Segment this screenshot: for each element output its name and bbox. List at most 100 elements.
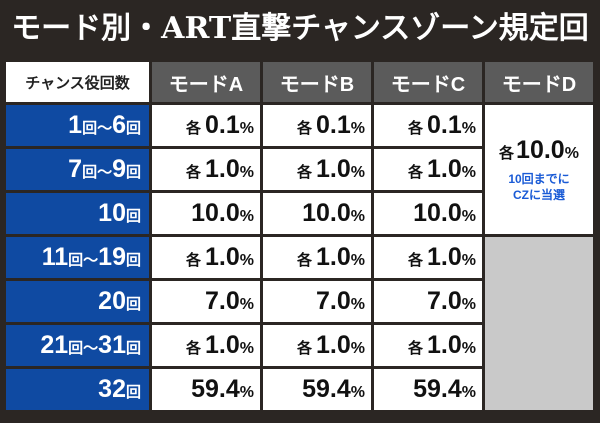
row-header: 1回〜6回 [6, 105, 149, 146]
percent-value: 10.0 [516, 136, 565, 164]
percent-sign: % [239, 120, 254, 137]
row-label-start: 7 [68, 155, 83, 183]
table-row: 1回〜6回 各 0.1% 各 0.1% 各 0.1% 各10.0% 10回までに CZ… [6, 105, 593, 234]
percent-sign: % [239, 384, 254, 401]
row-label-start: 11 [41, 243, 69, 271]
chance-zone-table: チャンス役回数 モードA モードB モードC モードD 1回〜6回 各 0.1% … [3, 59, 596, 413]
percent-value: 1.0 [205, 243, 240, 271]
percent-sign: % [239, 164, 254, 181]
each-label: 各 [296, 252, 312, 269]
mode-a-cell: 各 1.0% [152, 325, 260, 366]
mode-c-cell: 各 0.1% [374, 105, 482, 146]
mode-a-cell: 各 1.0% [152, 149, 260, 190]
corner-header: チャンス役回数 [6, 62, 149, 102]
percent-sign: % [350, 296, 365, 313]
percent-value: 1.0 [427, 243, 462, 271]
row-header: 11回〜19回 [6, 237, 149, 278]
row-label-suffix: 回 [125, 252, 141, 269]
mode-b-cell: 59.4% [263, 369, 371, 410]
percent-value: 7.0 [205, 287, 240, 315]
percent-sign: % [461, 120, 476, 137]
percent-sign: % [461, 252, 476, 269]
percent-sign: % [461, 164, 476, 181]
row-header: 20回 [6, 281, 149, 322]
mode-a-cell: 59.4% [152, 369, 260, 410]
each-label: 各 [407, 340, 423, 357]
percent-value: 7.0 [427, 287, 462, 315]
percent-value: 1.0 [316, 155, 351, 183]
percent-sign: % [350, 208, 365, 225]
row-label-suffix: 回 [125, 384, 141, 401]
table-row: 32回 59.4% 59.4% 59.4% [6, 369, 593, 410]
mode-a-cell: 各 1.0% [152, 237, 260, 278]
mode-c-cell: 10.0% [374, 193, 482, 234]
percent-value: 59.4 [302, 375, 351, 403]
row-label-suffix: 回 [125, 208, 141, 225]
row-label-end: 31 [98, 331, 126, 359]
each-label: 各 [407, 164, 423, 181]
percent-value: 10.0 [413, 199, 462, 227]
percent-sign: % [461, 208, 476, 225]
mode-a-cell: 各 0.1% [152, 105, 260, 146]
mode-d-value: 各10.0% [485, 136, 593, 165]
mode-c-cell: 各 1.0% [374, 325, 482, 366]
each-label: 各 [185, 252, 201, 269]
row-label-start: 21 [40, 331, 69, 359]
table-row: 7回〜9回 各 1.0% 各 1.0% 各 1.0% [6, 149, 593, 190]
row-label-suffix: 回 [125, 296, 141, 313]
mode-c-cell: 各 1.0% [374, 237, 482, 278]
row-label-suffix: 回 [125, 120, 141, 137]
percent-sign: % [239, 340, 254, 357]
row-label-sep: 回〜 [68, 340, 99, 357]
mode-b-header: モードB [263, 62, 371, 102]
percent-sign: % [350, 252, 365, 269]
mode-d-header: モードD [485, 62, 593, 102]
row-label-sep: 回〜 [82, 120, 113, 137]
percent-sign: % [239, 296, 254, 313]
mode-d-empty-cell [485, 237, 593, 410]
percent-value: 0.1 [316, 111, 351, 139]
table-row: 21回〜31回 各 1.0% 各 1.0% 各 1.0% [6, 325, 593, 366]
header-row: チャンス役回数 モードA モードB モードC モードD [6, 62, 593, 102]
percent-value: 10.0 [302, 199, 351, 227]
mode-c-cell: 59.4% [374, 369, 482, 410]
percent-sign: % [239, 252, 254, 269]
table-row: 10回 10.0% 10.0% 10.0% [6, 193, 593, 234]
mode-b-cell: 7.0% [263, 281, 371, 322]
row-header: 10回 [6, 193, 149, 234]
each-label: 各 [407, 120, 423, 137]
mode-a-cell: 7.0% [152, 281, 260, 322]
row-label-suffix: 回 [125, 164, 141, 181]
row-label-start: 10 [98, 199, 126, 227]
mode-a-cell: 10.0% [152, 193, 260, 234]
row-label-sep: 回〜 [82, 164, 113, 181]
row-header: 21回〜31回 [6, 325, 149, 366]
row-label-start: 20 [98, 287, 126, 315]
percent-sign: % [350, 120, 365, 137]
mode-d-note: 10回までに CZに当選 [485, 171, 593, 203]
percent-sign: % [239, 208, 254, 225]
row-label-sep: 回〜 [68, 252, 99, 269]
percent-value: 1.0 [427, 155, 462, 183]
percent-value: 59.4 [413, 375, 462, 403]
percent-value: 1.0 [316, 331, 351, 359]
page-title: モード別・ART直撃チャンスゾーン規定回数 [11, 11, 589, 104]
percent-value: 10.0 [191, 199, 240, 227]
percent-value: 1.0 [316, 243, 351, 271]
each-label: 各 [499, 145, 515, 162]
table-row: 20回 7.0% 7.0% 7.0% [6, 281, 593, 322]
each-label: 各 [407, 252, 423, 269]
each-label: 各 [185, 340, 201, 357]
percent-value: 1.0 [205, 155, 240, 183]
mode-c-cell: 各 1.0% [374, 149, 482, 190]
mode-d-note-line2: CZに当選 [513, 188, 565, 202]
each-label: 各 [185, 120, 201, 137]
row-label-end: 9 [112, 155, 126, 183]
percent-value: 59.4 [191, 375, 240, 403]
mode-b-cell: 各 1.0% [263, 325, 371, 366]
percent-sign: % [461, 340, 476, 357]
percent-sign: % [461, 296, 476, 313]
percent-sign: % [350, 164, 365, 181]
table-row: 11回〜19回 各 1.0% 各 1.0% 各 1.0% [6, 237, 593, 410]
